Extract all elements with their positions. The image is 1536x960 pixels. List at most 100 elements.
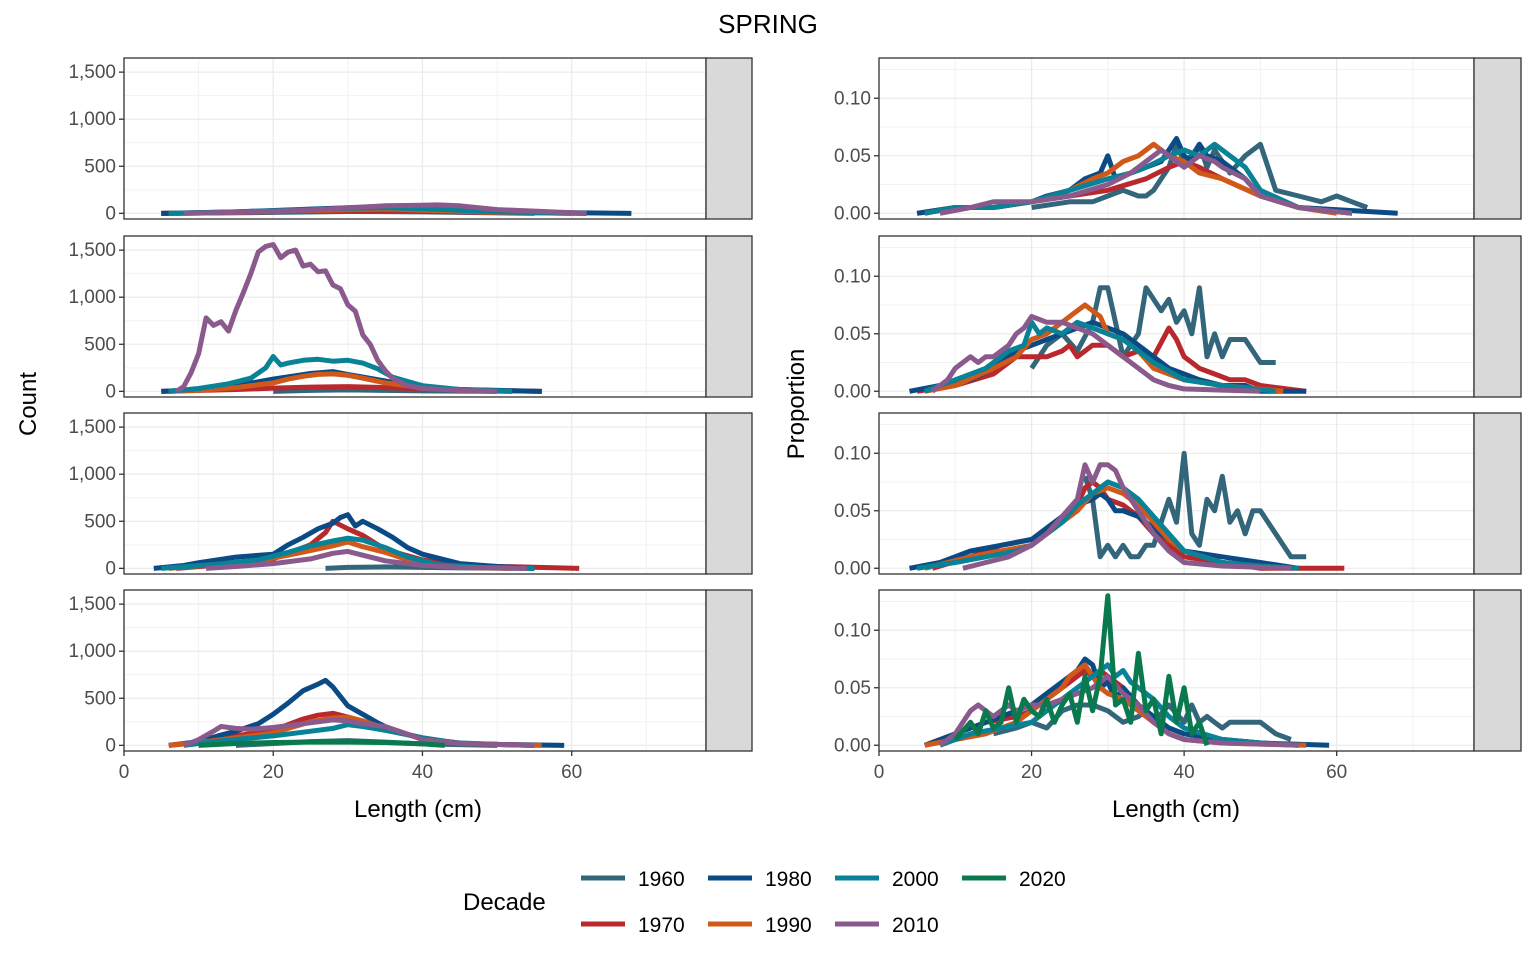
y-tick-label: 1,500: [68, 594, 116, 615]
legend-label: 2020: [1019, 868, 1066, 891]
strip-background: [705, 589, 753, 752]
series-line-2020: [953, 593, 1210, 747]
strip-background: [1473, 412, 1522, 575]
y-tick-label: 0.10: [834, 266, 871, 287]
series-lines: [168, 677, 565, 748]
x-tick-label: 20: [1021, 762, 1042, 783]
y-tick-label: 500: [84, 334, 116, 355]
strip-background: [1473, 235, 1522, 398]
series-lines: [153, 512, 580, 571]
series-line-2010: [930, 314, 1261, 394]
x-tick-label: 20: [263, 762, 284, 783]
y-tick-label: 0.05: [834, 324, 871, 345]
y-tick-label: 1,000: [68, 464, 116, 485]
series-line-2010: [205, 548, 527, 571]
series-lines: [161, 202, 632, 216]
legend-label: 2010: [892, 914, 939, 937]
count-facet-2: 0 500 1,000 1,500 Outside stock area: [68, 412, 753, 579]
y-tick-label: 0.00: [834, 381, 871, 402]
proportion-facet-1: 0.00 0.05 0.10 Gulf of Maine: [834, 235, 1522, 402]
series-line-2010: [939, 147, 1353, 216]
series-line-2000: [916, 479, 1299, 571]
series-lines: [909, 285, 1307, 394]
count-facet-1: 0 500 1,000 1,500 Gulf of Maine: [68, 235, 753, 402]
strip-background: [705, 57, 753, 220]
series-line-2000: [923, 319, 1276, 394]
x-tick-label: 40: [1174, 762, 1195, 783]
y-tick-label: 1,000: [68, 641, 116, 662]
plot-background: [124, 58, 706, 219]
series-line-2010: [962, 462, 1291, 571]
x-tick-label: 60: [561, 762, 582, 783]
legend-item-1990: 1990: [708, 914, 812, 937]
facet-strip: Southern New England / Mid-Atlantic: [1473, 589, 1522, 752]
legend-item-2000: 2000: [835, 868, 939, 891]
x-axis-title-right: Length (cm): [1112, 796, 1240, 823]
series-line-2010: [182, 717, 535, 748]
y-tick-label: 500: [84, 156, 116, 177]
y-tick-label: 0: [105, 203, 116, 224]
series-lines: [916, 136, 1398, 216]
y-tick-label: 1,000: [68, 109, 116, 130]
legend-item-2020: 2020: [962, 868, 1066, 891]
y-tick-label: 0: [105, 558, 116, 579]
plot-background: [124, 236, 706, 397]
facet-strip: Gulf of Maine: [1473, 235, 1522, 398]
y-tick-label: 0.10: [834, 620, 871, 641]
legend-item-1970: 1970: [581, 914, 685, 937]
y-tick-label: 1,000: [68, 287, 116, 308]
x-tick-label: 60: [1326, 762, 1347, 783]
strip-background: [705, 235, 753, 398]
y-tick-label: 0.05: [834, 501, 871, 522]
facet-strip: Outside stock area: [1473, 412, 1522, 575]
y-tick-label: 1,500: [68, 417, 116, 438]
y-tick-label: 0.00: [834, 558, 871, 579]
y-tick-label: 1,500: [68, 240, 116, 261]
y-axis-title-left: Count: [15, 372, 42, 436]
legend-item-2010: 2010: [835, 914, 939, 937]
chart-title: SPRING: [718, 9, 818, 39]
series-line-2010: [183, 202, 587, 216]
legend-label: 1990: [765, 914, 812, 937]
y-tick-label: 0.00: [834, 735, 871, 756]
y-tick-label: 500: [84, 511, 116, 532]
facet-strip: Southern New England / Mid-Atlantic: [705, 589, 753, 752]
strip-background: [705, 412, 753, 575]
y-tick-label: 0.05: [834, 146, 871, 167]
facet-strip: Gulf of Maine: [705, 235, 753, 398]
panels: 0 500 1,000 1,500 Georges Bank 0 500 1,000 1,500…: [68, 57, 1522, 783]
facet-strip: Georges Bank: [1473, 57, 1522, 220]
proportion-facet-2: 0.00 0.05 0.10 Outside stock area: [834, 412, 1522, 579]
plot-background: [124, 590, 706, 751]
y-tick-label: 0: [105, 381, 116, 402]
facet-strip: Georges Bank: [705, 57, 753, 220]
y-tick-label: 0.10: [834, 88, 871, 109]
y-tick-label: 0.00: [834, 203, 871, 224]
y-tick-label: 0.10: [834, 443, 871, 464]
facet-strip: Outside stock area: [705, 412, 753, 575]
series-lines: [161, 242, 542, 394]
y-tick-label: 0.05: [834, 678, 871, 699]
series-line-1980: [153, 512, 535, 571]
legend: Decade 1960 1970 1980 1990 2000 2010 2020: [463, 868, 1066, 937]
proportion-facet-3: 0.00 0.05 0.10 Southern New England / Mid-A…: [834, 589, 1522, 783]
strip-background: [1473, 57, 1522, 220]
count-facet-3: 0 500 1,000 1,500 Southern New England / Mid…: [68, 589, 753, 783]
proportion-facet-0: 0.00 0.05 0.10 Georges Bank: [834, 57, 1522, 224]
x-axis-title-left: Length (cm): [354, 796, 482, 823]
legend-label: 1980: [765, 868, 812, 891]
count-facet-0: 0 500 1,000 1,500 Georges Bank: [68, 57, 753, 224]
x-tick-label: 0: [119, 762, 130, 783]
legend-item-1980: 1980: [708, 868, 812, 891]
plot-background: [124, 413, 706, 574]
legend-label: 2000: [892, 868, 939, 891]
series-lines: [923, 593, 1330, 748]
strip-background: [1473, 589, 1522, 752]
y-axis-title-right: Proportion: [783, 349, 810, 460]
y-tick-label: 0: [105, 735, 116, 756]
series-line-2010: [938, 673, 1299, 748]
series-line-1960: [1029, 285, 1276, 370]
x-tick-label: 40: [412, 762, 433, 783]
y-tick-label: 500: [84, 688, 116, 709]
